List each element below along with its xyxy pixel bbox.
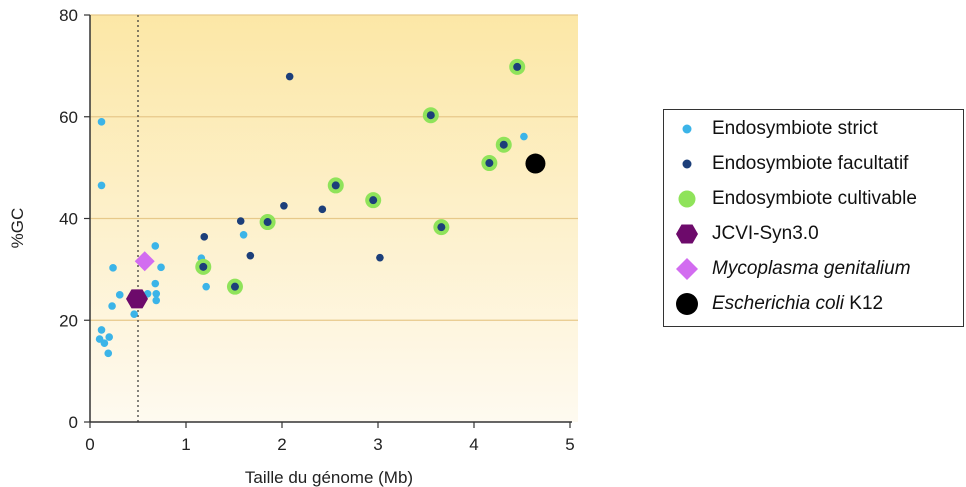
data-point-center — [263, 218, 272, 227]
small-circle-icon — [682, 124, 692, 134]
data-point — [157, 263, 165, 272]
black-circle-icon — [676, 293, 698, 315]
data-point — [97, 118, 106, 126]
legend-label: Escherichia coli K12 — [712, 293, 883, 315]
data-point — [100, 339, 109, 347]
x-tick-label: 2 — [277, 435, 286, 454]
data-point-center — [331, 181, 340, 190]
grid-lines — [90, 14, 578, 321]
data-point — [327, 177, 344, 194]
diamond-icon — [676, 258, 698, 280]
x-tick-label: 4 — [469, 435, 478, 454]
y-tick-label: 0 — [69, 413, 78, 432]
y-tick-label: 80 — [59, 6, 78, 25]
data-point — [433, 219, 450, 236]
data-point-center — [485, 159, 494, 168]
small-circle-icon — [682, 159, 692, 169]
legend-item-cultivable: Endosymbiote cultivable — [664, 182, 963, 216]
data-point — [226, 278, 243, 295]
x-tick-label: 0 — [85, 435, 94, 454]
data-point — [318, 205, 327, 214]
data-point — [151, 279, 160, 288]
legend-label: Endosymbiote facultatif — [712, 153, 909, 174]
data-point — [520, 132, 528, 141]
hexagon-icon — [676, 224, 698, 244]
data-point-center — [369, 196, 378, 205]
data-point — [495, 136, 512, 153]
chart-legend: Endosymbiote strict Endosymbiote faculta… — [663, 109, 964, 327]
data-point — [285, 72, 294, 81]
data-point — [109, 264, 117, 272]
data-point — [152, 296, 161, 305]
tick-labels: 0 20 40 60 80 0 1 2 3 4 5 — [59, 6, 575, 454]
legend-item-strict: Endosymbiote strict — [664, 112, 963, 146]
data-point-center — [513, 62, 522, 71]
data-point — [259, 214, 276, 231]
data-point — [134, 251, 155, 272]
data-point — [525, 153, 546, 174]
legend-label: Mycoplasma genitalium — [712, 258, 911, 279]
legend-item-ecoli: Escherichia coli K12 — [664, 287, 963, 321]
data-point — [422, 107, 439, 124]
data-point-center — [437, 223, 446, 232]
data-point — [509, 58, 526, 75]
data-point — [97, 181, 106, 190]
y-tick-label: 20 — [59, 311, 78, 330]
x-tick-label: 5 — [565, 435, 574, 454]
y-tick-label: 40 — [59, 210, 78, 229]
data-point — [97, 326, 106, 334]
data-point — [200, 233, 209, 241]
data-point — [151, 242, 160, 250]
data-point — [104, 349, 113, 358]
data-point — [239, 230, 248, 239]
data-point — [130, 310, 138, 318]
data-point — [280, 201, 288, 210]
legend-item-facultatif: Endosymbiote facultatif — [664, 147, 963, 181]
y-tick-label: 60 — [59, 108, 78, 127]
data-point — [236, 217, 245, 225]
legend-label: JCVI-Syn3.0 — [712, 223, 819, 244]
data-point-center — [499, 140, 508, 149]
legend-item-jcvi: JCVI-Syn3.0 — [664, 217, 963, 251]
x-axis-title: Taille du génome (Mb) — [245, 468, 413, 487]
data-point-center — [199, 262, 208, 271]
data-point — [108, 302, 116, 310]
data-point — [126, 289, 148, 309]
data-point — [202, 282, 210, 291]
data-point-center — [426, 111, 435, 120]
data-point-center — [230, 282, 239, 291]
legend-label: Endosymbiote strict — [712, 118, 878, 139]
data-point — [365, 192, 382, 209]
legend-label-species: Escherichia coli — [712, 293, 844, 314]
data-point — [105, 333, 113, 341]
x-tick-label: 1 — [181, 435, 190, 454]
data-point — [115, 291, 124, 299]
data-point — [481, 155, 498, 172]
data-points — [95, 58, 546, 358]
legend-item-mycoplasma: Mycoplasma genitalium — [664, 252, 963, 286]
legend-label-strain: K12 — [844, 293, 884, 314]
green-circle-icon — [678, 190, 696, 208]
data-point — [195, 258, 212, 275]
x-tick-label: 3 — [373, 435, 382, 454]
data-point — [376, 253, 384, 262]
legend-label: Endosymbiote cultivable — [712, 188, 917, 209]
data-point — [246, 251, 255, 260]
data-point — [152, 289, 161, 298]
y-axis-title: %GC — [8, 208, 27, 249]
